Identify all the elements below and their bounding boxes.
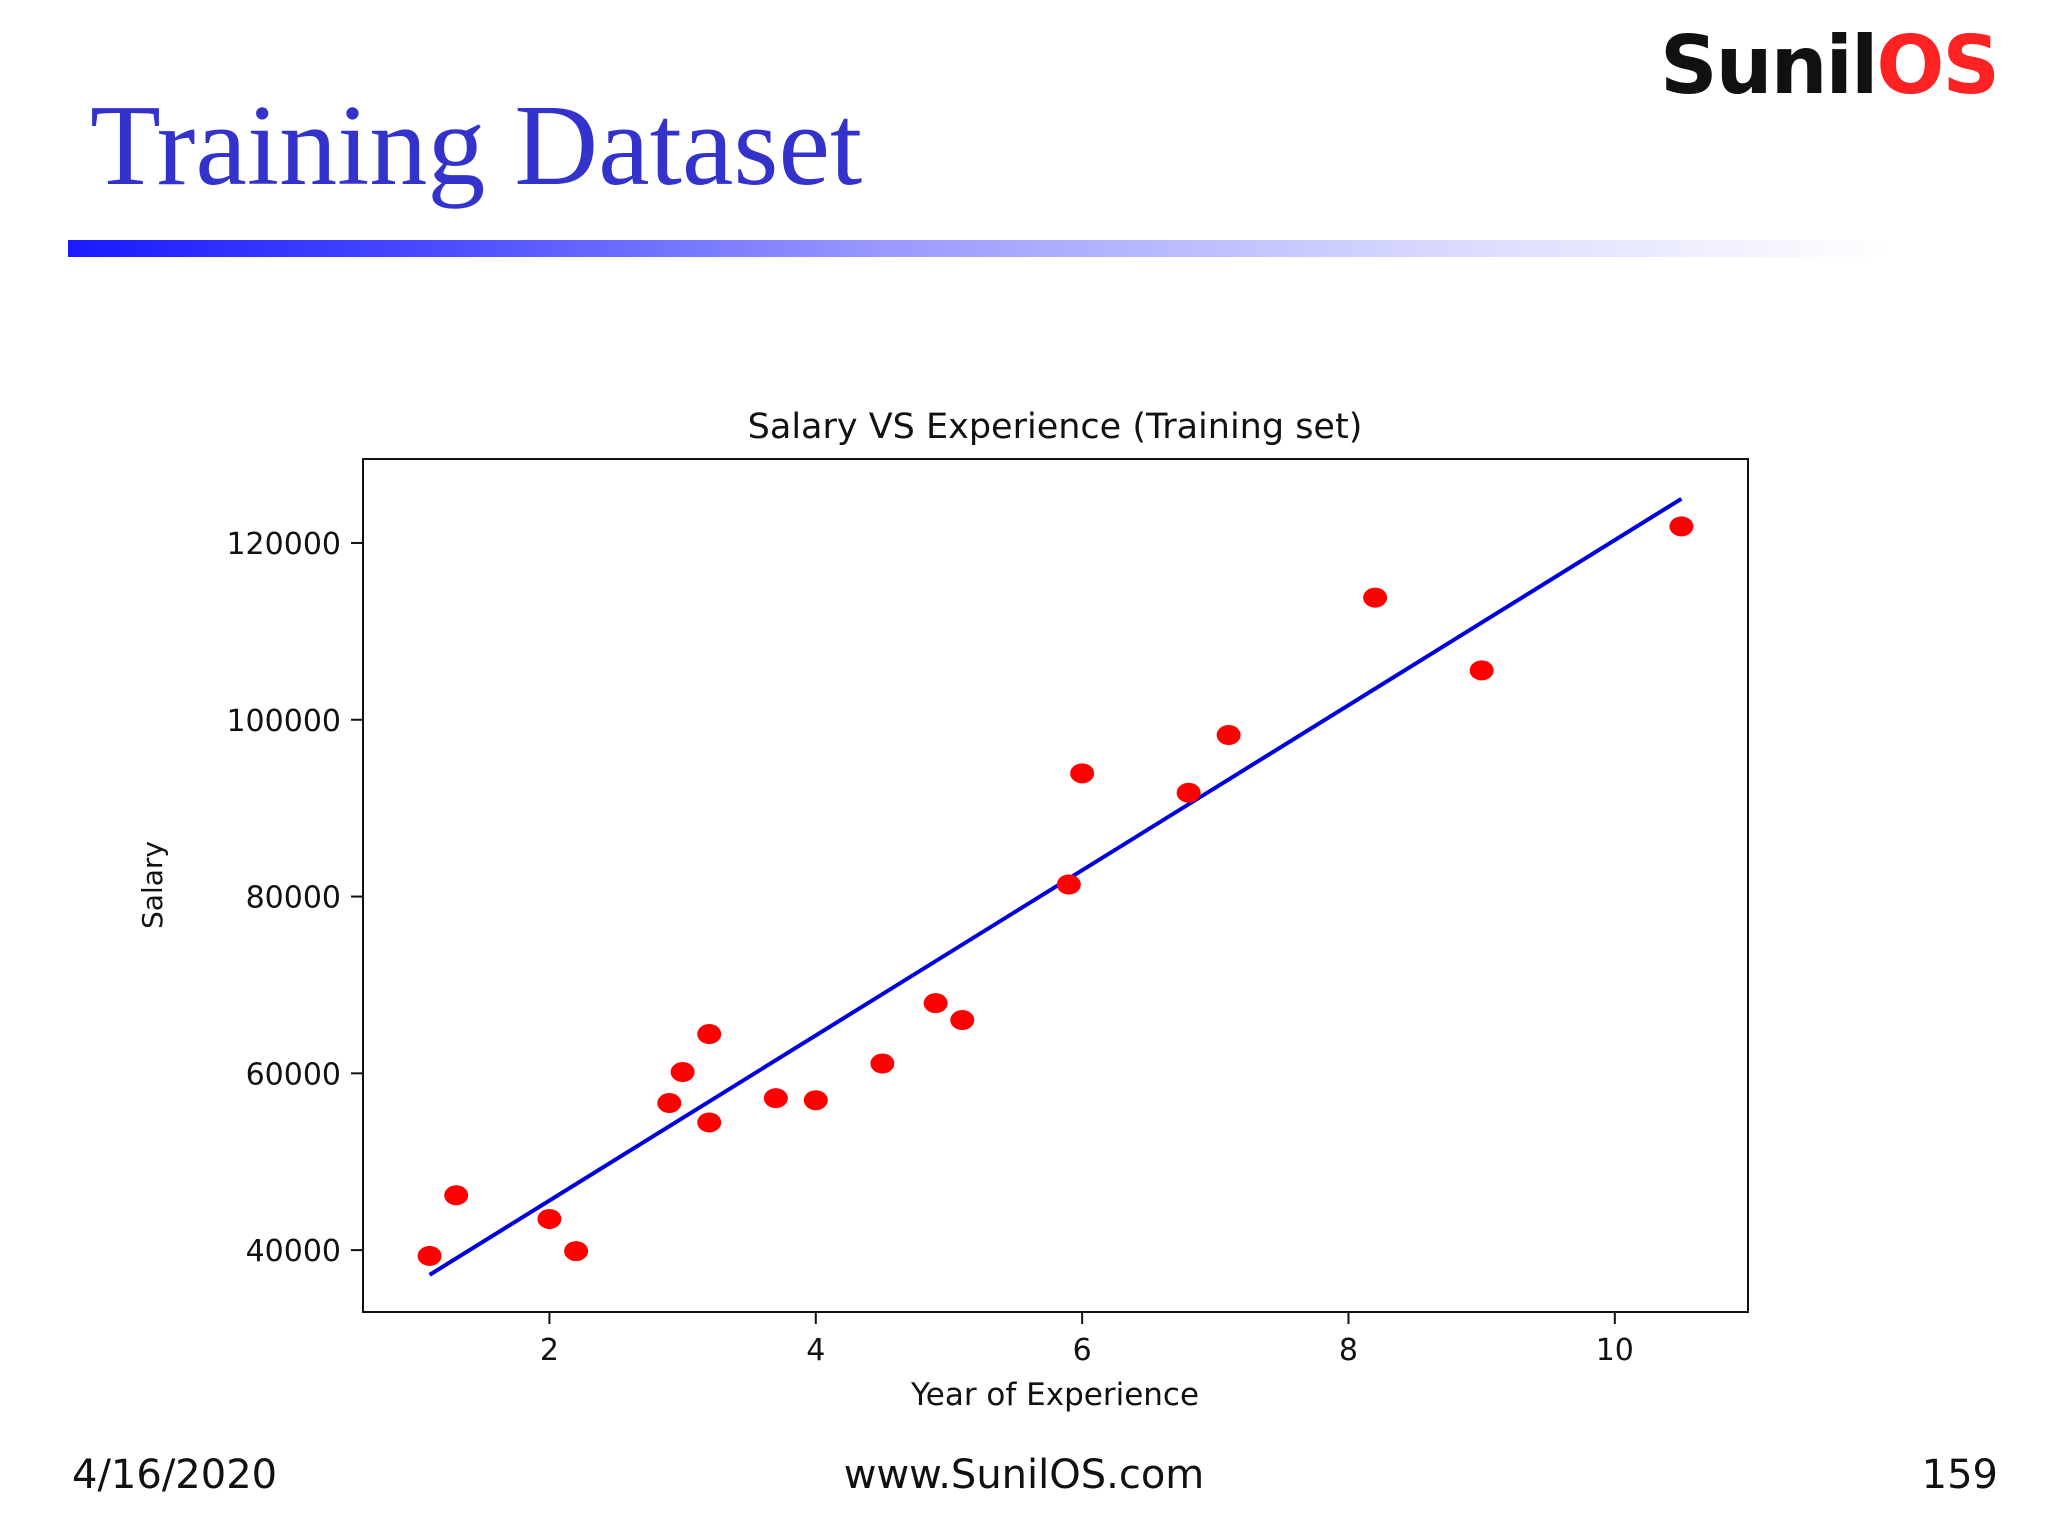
y-tick-label: 40000 — [246, 1234, 341, 1269]
y-axis-label: Salary — [136, 841, 169, 929]
data-point — [923, 993, 948, 1014]
title-underline — [68, 240, 1888, 257]
data-point — [1216, 725, 1241, 746]
y-tick-label: 80000 — [246, 881, 341, 916]
logo-text-sunil: Sunil — [1660, 19, 1878, 112]
data-point — [1070, 763, 1095, 784]
y-axis-ticks: 40000 60000 80000 100000 120000 — [226, 527, 363, 1269]
data-point — [697, 1112, 722, 1133]
data-point — [1056, 874, 1081, 895]
data-point — [1469, 660, 1494, 681]
data-point — [444, 1185, 469, 1206]
data-point — [1176, 782, 1201, 803]
data-point — [697, 1024, 722, 1045]
data-point — [657, 1093, 682, 1114]
data-point — [1363, 587, 1388, 608]
slide-title: Training Dataset — [90, 82, 863, 210]
sunilos-logo: SunilOS — [1660, 26, 2000, 106]
regression-line-group — [428, 497, 1683, 1277]
footer-website: www.SunilOS.com — [843, 1452, 1205, 1498]
plot-frame — [362, 458, 1749, 1313]
y-tick-label: 120000 — [226, 527, 341, 562]
x-tick-label: 8 — [1339, 1333, 1358, 1368]
data-point — [1669, 516, 1694, 537]
data-point — [417, 1245, 442, 1266]
page-number: 159 — [1921, 1452, 1998, 1498]
data-point — [763, 1088, 788, 1109]
x-axis-ticks: 2 4 6 8 10 — [540, 1312, 1634, 1368]
logo-text-os: OS — [1876, 19, 2000, 112]
y-tick-label: 100000 — [226, 704, 341, 739]
data-point — [870, 1053, 895, 1074]
x-tick-label: 6 — [1073, 1333, 1092, 1368]
data-point — [670, 1062, 695, 1083]
data-point — [537, 1208, 562, 1229]
x-tick-label: 10 — [1596, 1333, 1634, 1368]
footer-date: 4/16/2020 — [72, 1452, 278, 1498]
data-point — [564, 1241, 589, 1262]
x-axis-label: Year of Experience — [910, 1377, 1199, 1413]
x-tick-label: 2 — [540, 1333, 559, 1368]
x-tick-label: 4 — [806, 1333, 825, 1368]
data-point — [803, 1090, 828, 1111]
salary-experience-chart: 2 4 6 8 10 40000 60000 80000 100000 120000 Salar… — [136, 407, 1749, 1413]
chart-title: Salary VS Experience (Training set) — [748, 407, 1363, 447]
regression-line — [428, 497, 1683, 1277]
y-tick-label: 60000 — [246, 1057, 341, 1092]
data-point — [950, 1010, 975, 1031]
scatter-points — [417, 516, 1694, 1266]
chart-container: 2 4 6 8 10 40000 60000 80000 100000 120000 Salar… — [120, 390, 1780, 1430]
